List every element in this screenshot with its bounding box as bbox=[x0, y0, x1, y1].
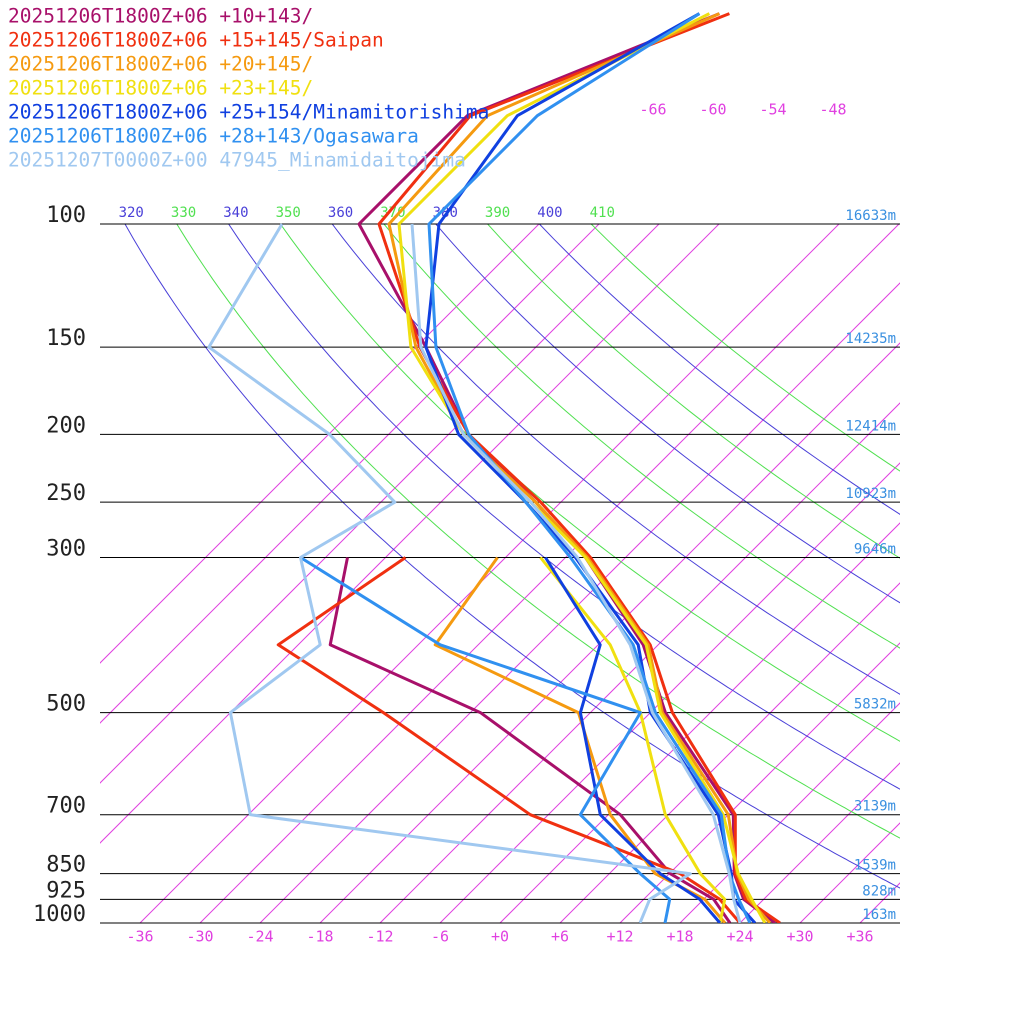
isotherm bbox=[100, 224, 720, 844]
x-tick-label: +36 bbox=[846, 928, 873, 946]
isotherm bbox=[319, 342, 900, 923]
legend-entry: 20251206T1800Z+06 +23+145/ bbox=[8, 77, 313, 100]
x-tick-label: -6 bbox=[431, 928, 449, 946]
x-tick-label: -36 bbox=[126, 928, 153, 946]
height-label: 10923m bbox=[845, 486, 896, 502]
dewpoint-line bbox=[433, 556, 727, 923]
height-label: 3139m bbox=[854, 799, 896, 815]
dewpoint-line bbox=[539, 556, 727, 923]
isotherm bbox=[439, 462, 900, 923]
adiabat-label: 320 bbox=[119, 205, 144, 221]
height-label: 14235m bbox=[845, 331, 896, 347]
isotherm bbox=[799, 822, 900, 923]
isotherm bbox=[199, 224, 900, 923]
dry-adiabat bbox=[279, 224, 900, 742]
legend: 20251206T1800Z+06 +10+143/20251206T1800Z… bbox=[8, 5, 489, 172]
isotherm-label: -54 bbox=[759, 101, 786, 119]
pressure-label: 300 bbox=[46, 537, 86, 562]
pressure-label: 100 bbox=[46, 203, 86, 228]
soundings bbox=[207, 12, 781, 923]
isotherm-label: -48 bbox=[819, 101, 846, 119]
height-label: 828m bbox=[862, 883, 896, 899]
isotherm bbox=[499, 522, 900, 923]
pressure-label: 200 bbox=[46, 413, 86, 438]
temperature-line bbox=[397, 12, 767, 923]
dewpoint-line bbox=[544, 556, 722, 923]
pressure-label: 850 bbox=[46, 853, 86, 878]
isotherm bbox=[619, 642, 900, 923]
x-tick-label: +30 bbox=[786, 928, 813, 946]
x-tick-label: -12 bbox=[366, 928, 393, 946]
height-label: 1539m bbox=[854, 858, 896, 874]
adiabat-label: 330 bbox=[171, 205, 196, 221]
x-tick-label: +0 bbox=[491, 928, 509, 946]
pressure-label: 925 bbox=[46, 878, 86, 903]
pressure-label: 1000 bbox=[33, 902, 86, 927]
x-tick-label: +24 bbox=[726, 928, 753, 946]
temperature-line bbox=[424, 12, 757, 923]
dry-adiabat bbox=[590, 224, 900, 472]
x-tick-label: +18 bbox=[666, 928, 693, 946]
isotherm bbox=[739, 762, 900, 923]
temperature-line bbox=[377, 12, 781, 923]
isotherm-label: -66 bbox=[639, 101, 666, 119]
dry-adiabat bbox=[228, 224, 900, 790]
x-tick-label: +12 bbox=[606, 928, 633, 946]
pressure-label: 250 bbox=[46, 481, 86, 506]
height-label: 163m bbox=[862, 907, 896, 923]
grid bbox=[100, 224, 900, 923]
isotherm bbox=[100, 224, 660, 784]
dewpoint-line bbox=[299, 556, 672, 923]
legend-entry: 20251206T1800Z+06 +25+154/Minamitorishim… bbox=[8, 101, 489, 124]
legend-entry: 20251206T1800Z+06 +20+145/ bbox=[8, 53, 313, 76]
isotherm bbox=[559, 582, 900, 923]
dry-adiabat bbox=[124, 224, 900, 889]
dry-adiabat bbox=[487, 224, 900, 559]
pressure-label: 500 bbox=[46, 692, 86, 717]
isotherm bbox=[679, 702, 900, 923]
x-tick-label: -24 bbox=[246, 928, 273, 946]
pressure-label: 150 bbox=[46, 326, 86, 351]
height-label: 9646m bbox=[854, 542, 896, 558]
adiabat-label: 400 bbox=[537, 205, 562, 221]
adiabat-label: 390 bbox=[485, 205, 510, 221]
adiabat-label: 340 bbox=[223, 205, 248, 221]
legend-entry: 20251207T0000Z+00 47945_Minamidaitojima bbox=[8, 149, 466, 172]
isotherm bbox=[259, 282, 900, 923]
adiabat-label: 360 bbox=[328, 205, 353, 221]
isotherm bbox=[859, 882, 900, 923]
isotherm bbox=[139, 224, 840, 923]
height-label: 5832m bbox=[854, 697, 896, 713]
dewpoint-line bbox=[328, 557, 732, 923]
legend-entry: 20251206T1800Z+06 +10+143/ bbox=[8, 5, 313, 28]
temperature-line bbox=[410, 223, 742, 923]
x-tick-label: +6 bbox=[551, 928, 569, 946]
dry-adiabat bbox=[383, 224, 900, 649]
legend-entry: 20251206T1800Z+06 +28+143/Ogasawara bbox=[8, 125, 419, 148]
dewpoint-line bbox=[276, 556, 742, 923]
x-tick-label: -18 bbox=[306, 928, 333, 946]
temperature-line bbox=[427, 12, 752, 923]
x-tick-label: -30 bbox=[186, 928, 213, 946]
isotherm-label: -60 bbox=[699, 101, 726, 119]
adiabat-label: 410 bbox=[590, 205, 615, 221]
isotherm bbox=[379, 402, 900, 923]
dewpoint-line bbox=[207, 223, 692, 923]
height-label: 12414m bbox=[845, 418, 896, 434]
isotherm bbox=[100, 224, 600, 724]
adiabat-label: 350 bbox=[276, 205, 301, 221]
height-label: 16633m bbox=[845, 208, 896, 224]
legend-entry: 20251206T1800Z+06 +15+145/Saipan bbox=[8, 29, 384, 52]
pressure-label: 700 bbox=[46, 794, 86, 819]
